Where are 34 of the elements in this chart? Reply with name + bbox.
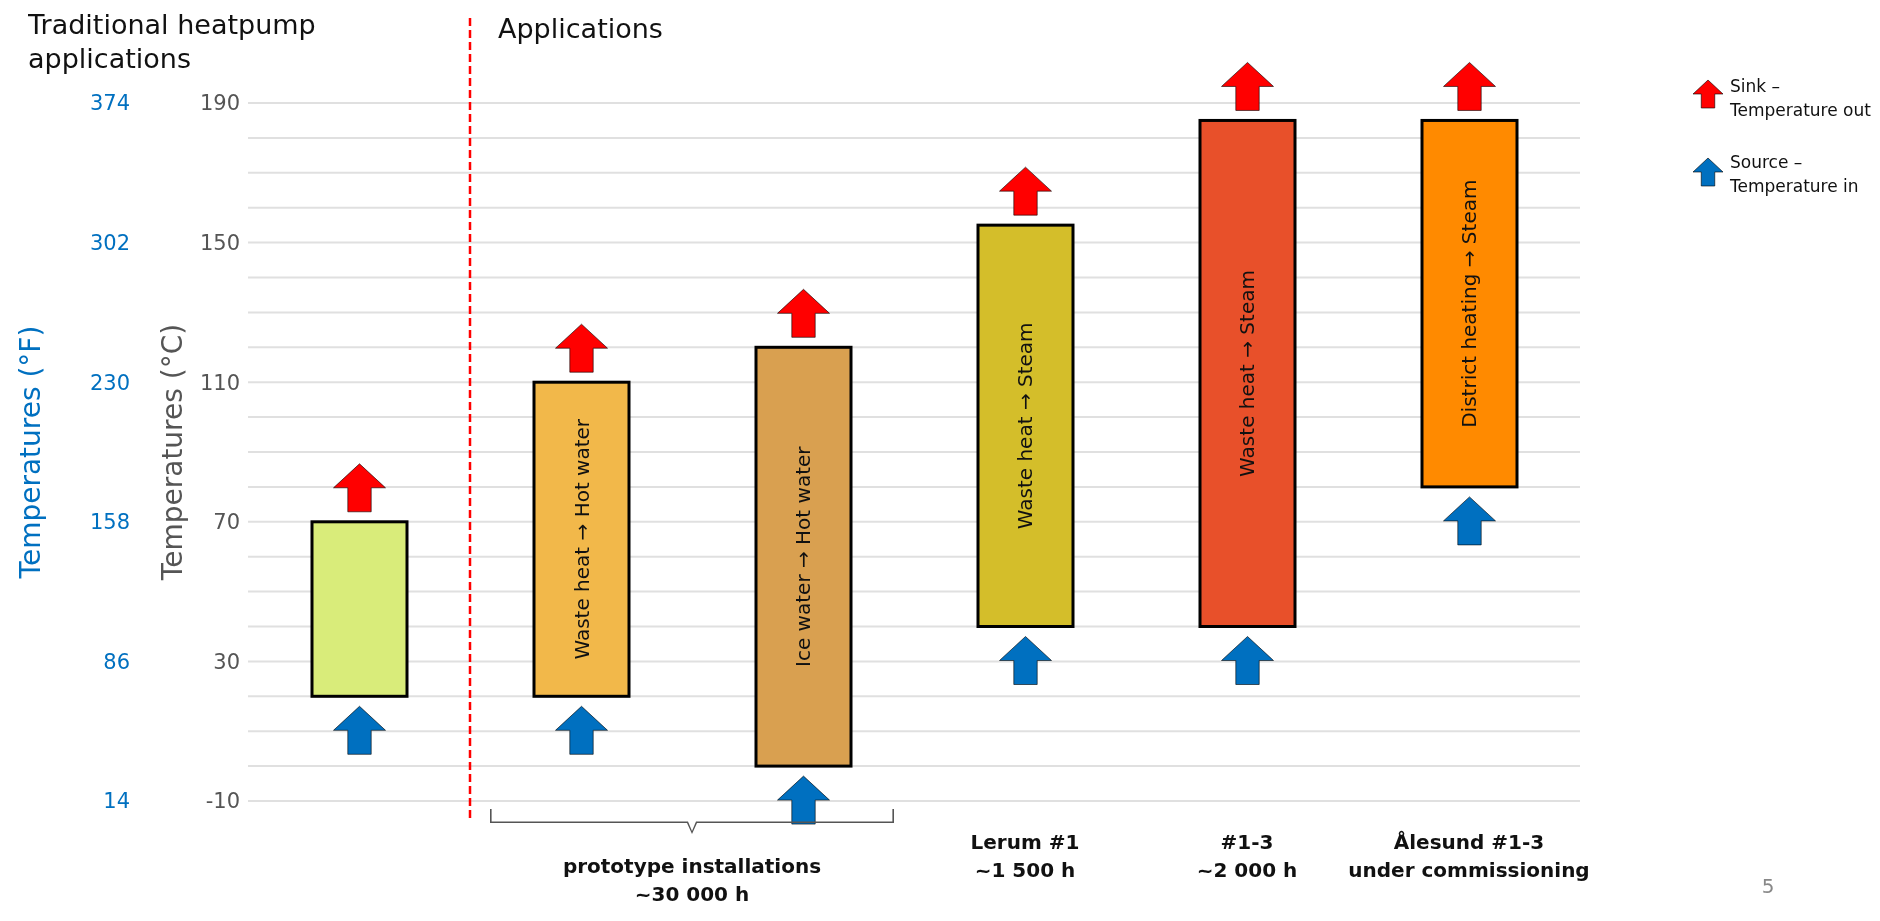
bar: [1420, 118, 1519, 489]
bar: [1198, 118, 1297, 628]
data-label: Waste heat → Steam: [1235, 270, 1260, 477]
y-axis-title: Temperatures (°C): [155, 323, 189, 582]
data-label: Waste heat → Hot water: [569, 418, 594, 660]
y-tick-label: 30: [213, 649, 240, 674]
text: Traditional heatpump applications: [28, 8, 317, 76]
y-tick-label: 110: [199, 370, 240, 395]
text: prototype installations ~30 000 h: [562, 854, 822, 906]
text: 5: [1761, 874, 1775, 898]
y2-tick-label: 86: [103, 649, 130, 674]
x-tick-label: #1-3 ~2 000 h: [1196, 830, 1298, 882]
text: Applications: [498, 13, 663, 44]
y2-tick-label: 230: [89, 370, 130, 395]
x-tick-label: Lerum #1 ~1 500 h: [970, 830, 1080, 882]
data-label: Waste heat → Steam: [1013, 322, 1038, 530]
y2-tick-label: 302: [89, 231, 130, 256]
bar: [976, 223, 1075, 628]
y2-axis-title: Temperatures (°F): [13, 325, 47, 580]
source-note: Source – Temperature in: [1729, 152, 1859, 196]
bar: [532, 380, 631, 698]
y-tick-label: 190: [199, 91, 240, 116]
bar: [310, 520, 409, 698]
text: Sink – Temperature out: [1729, 76, 1872, 120]
y2-tick-label: 14: [103, 789, 130, 814]
y-tick-label: 150: [199, 231, 240, 256]
y-tick-label: 70: [213, 510, 240, 535]
data-label: Ice water → Hot water: [791, 445, 816, 667]
bar: [754, 345, 853, 768]
data-label: District heating → Steam: [1457, 179, 1482, 428]
y-tick-label: -10: [205, 789, 240, 814]
x-tick-label: Ålesund #1-3 under commissioning: [1348, 830, 1590, 882]
y2-tick-label: 158: [89, 510, 130, 535]
y2-tick-label: 374: [89, 91, 130, 116]
